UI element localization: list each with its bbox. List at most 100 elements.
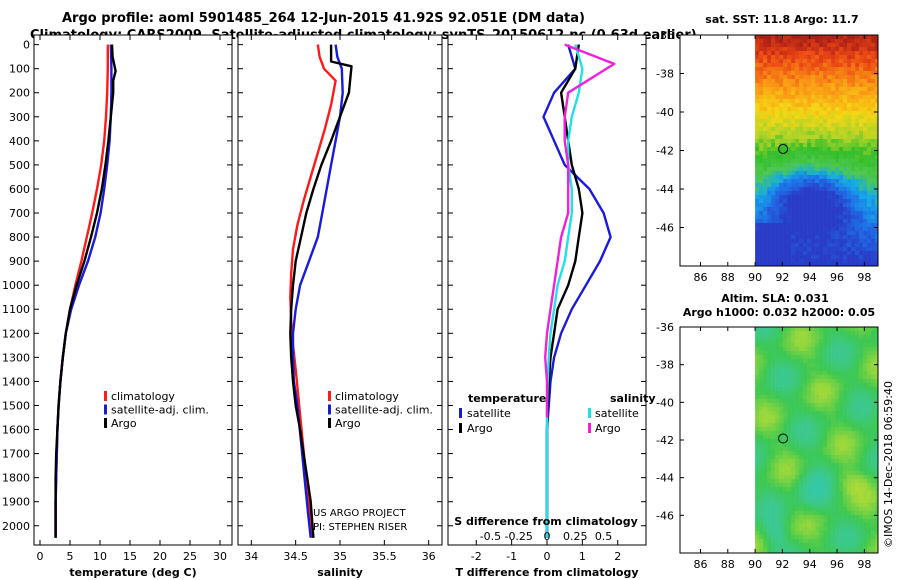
- map-cell: [799, 43, 804, 48]
- map-cell: [787, 71, 792, 76]
- map-cell: [811, 443, 816, 448]
- map-cell: [795, 199, 800, 204]
- map-cell: [799, 327, 804, 332]
- map-cell: [795, 99, 800, 104]
- map-cell: [819, 219, 824, 224]
- map-cell: [759, 103, 764, 108]
- map-cell: [779, 463, 784, 468]
- map-cell: [863, 495, 868, 500]
- map-cell: [867, 191, 872, 196]
- map-cell: [791, 387, 796, 392]
- map-cell: [851, 139, 856, 144]
- map-cell: [847, 471, 852, 476]
- map-cell: [783, 163, 788, 168]
- map-cell: [867, 539, 872, 544]
- map-cell: [815, 39, 820, 44]
- map-cell: [831, 391, 836, 396]
- map-cell: [863, 471, 868, 476]
- map-cell: [835, 463, 840, 468]
- map-cell: [831, 347, 836, 352]
- map-cell: [859, 471, 864, 476]
- map-cell: [803, 327, 808, 332]
- map-cell: [839, 111, 844, 116]
- map-cell: [807, 235, 812, 240]
- map-cell: [859, 355, 864, 360]
- map-cell: [827, 399, 832, 404]
- map-cell: [783, 91, 788, 96]
- map-cell: [855, 363, 860, 368]
- salinity-panel: 34 34.5 35 35.5 36salinityclimatologysatelli…: [237, 34, 443, 579]
- map-cell: [815, 395, 820, 400]
- map-cell: [847, 159, 852, 164]
- map-cell: [783, 71, 788, 76]
- map-cell: [787, 163, 792, 168]
- map-cell: [775, 191, 780, 196]
- map-cell: [775, 347, 780, 352]
- map-cell: [803, 371, 808, 376]
- map-cell: [867, 235, 872, 240]
- map-cell: [851, 379, 856, 384]
- map-cell: [851, 155, 856, 160]
- map-cell: [843, 411, 848, 416]
- map-cell: [847, 439, 852, 444]
- map-cell: [807, 127, 812, 132]
- map-cell: [767, 447, 772, 452]
- map-cell: [843, 191, 848, 196]
- map-cell: [859, 87, 864, 92]
- map-cell: [839, 171, 844, 176]
- map-cell: [871, 351, 876, 356]
- map-cell: [835, 335, 840, 340]
- x-tick-label: 20: [153, 550, 167, 563]
- map-cell: [827, 531, 832, 536]
- map-cell: [831, 95, 836, 100]
- map-cell: [839, 235, 844, 240]
- map-cell: [851, 435, 856, 440]
- map-cell: [839, 199, 844, 204]
- map-cell: [815, 467, 820, 472]
- map-cell: [803, 443, 808, 448]
- map-cell: [859, 399, 864, 404]
- map-cell: [767, 163, 772, 168]
- map-cell: [875, 327, 879, 332]
- map-cell: [767, 111, 772, 116]
- map-cell: [759, 171, 764, 176]
- map-cell: [851, 71, 856, 76]
- map-cell: [779, 331, 784, 336]
- map-cell: [851, 147, 856, 152]
- map-cell: [875, 455, 879, 460]
- map-cell: [831, 191, 836, 196]
- map-cell: [831, 171, 836, 176]
- map-cell: [779, 187, 784, 192]
- map-cell: [787, 179, 792, 184]
- series-line-climatology: [289, 44, 337, 538]
- map-cell: [843, 239, 848, 244]
- map-cell: [875, 427, 879, 432]
- map-cell: [811, 159, 816, 164]
- map-cell: [799, 511, 804, 516]
- legend-swatch: [328, 404, 331, 415]
- map-cell: [835, 343, 840, 348]
- map-cell: [787, 347, 792, 352]
- map-cell: [867, 251, 872, 256]
- map-cell: [871, 479, 876, 484]
- map-cell: [779, 487, 784, 492]
- map-cell: [823, 511, 828, 516]
- map-cell: [827, 119, 832, 124]
- map-cell: [803, 127, 808, 132]
- lon-tick-label: 90: [748, 271, 762, 284]
- map-cell: [755, 363, 760, 368]
- map-cell: [779, 491, 784, 496]
- map-cell: [807, 199, 812, 204]
- map-cell: [863, 479, 868, 484]
- map-cell: [787, 491, 792, 496]
- map-cell: [775, 155, 780, 160]
- map-cell: [851, 95, 856, 100]
- map-cell: [855, 103, 860, 108]
- map-cell: [831, 227, 836, 232]
- map-cell: [835, 255, 840, 260]
- map-cell: [863, 539, 868, 544]
- map-cell: [783, 251, 788, 256]
- map-cell: [835, 87, 840, 92]
- map-cell: [823, 135, 828, 140]
- map-cell: [787, 335, 792, 340]
